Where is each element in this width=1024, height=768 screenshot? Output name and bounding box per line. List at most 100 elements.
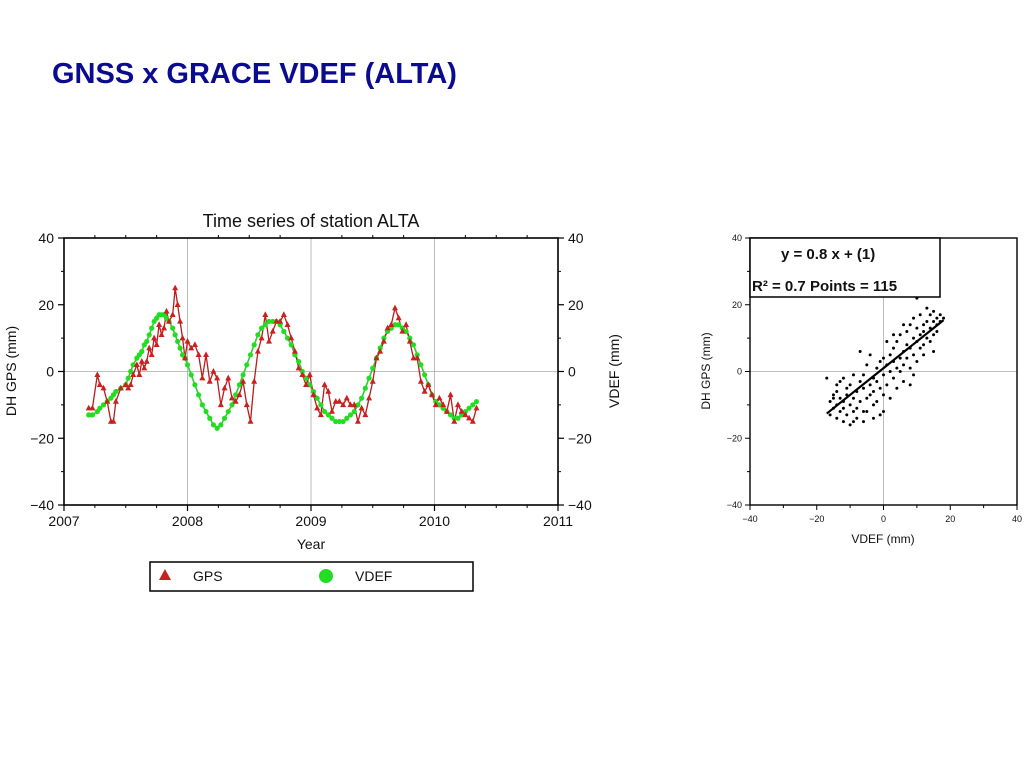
gps-point	[153, 341, 160, 347]
vdef-point	[218, 422, 224, 428]
gps-point	[89, 404, 96, 411]
gps-point	[403, 321, 410, 327]
sc-point	[848, 403, 852, 407]
ts-y-tick-label: 20	[38, 297, 54, 313]
vdef-point	[344, 415, 350, 421]
sc-stats: R² = 0.7 Points = 115	[752, 278, 897, 295]
gps-point	[100, 384, 107, 391]
gps-point	[351, 401, 358, 408]
sc-point	[925, 306, 929, 310]
gps-point	[284, 321, 291, 327]
sc-y-tick-label: 20	[732, 300, 742, 310]
sc-point	[861, 386, 865, 390]
sc-point	[882, 356, 885, 360]
vdef-point	[347, 412, 354, 418]
ts-x-axis-label: Year	[297, 536, 326, 552]
sc-y-tick-label: 0	[737, 367, 742, 377]
gps-point	[228, 394, 235, 401]
gps-point	[303, 381, 310, 388]
gps-point	[133, 361, 140, 368]
gps-point	[432, 401, 439, 408]
gps-point	[148, 351, 155, 358]
gps-point	[179, 334, 186, 341]
gps-point	[310, 391, 317, 398]
sc-point	[875, 380, 879, 384]
gps-point	[421, 388, 428, 394]
gps-point	[417, 378, 424, 384]
gps-point	[325, 388, 332, 394]
vdef-point	[418, 362, 424, 368]
gps-point	[165, 317, 172, 324]
vdef-point	[362, 385, 368, 391]
sc-point	[915, 326, 919, 330]
gps-point	[436, 394, 443, 401]
sc-point	[851, 396, 855, 400]
sc-point	[865, 363, 869, 367]
scatter-chart: −40 −20 0 20 40 −40 −20 0 20 40 y = 0.8 x + (1) R…	[699, 233, 1022, 546]
sc-x-tick-label: −40	[742, 514, 757, 524]
sc-point	[905, 329, 909, 333]
gps-point	[314, 404, 321, 411]
vdef-point	[184, 362, 191, 368]
ts-y-tick-label-right: −40	[568, 497, 592, 513]
gps-point	[203, 351, 210, 358]
sc-point	[922, 353, 926, 357]
sc-point	[892, 346, 896, 350]
sc-point	[918, 333, 922, 337]
sc-point	[858, 380, 862, 384]
sc-point	[898, 333, 902, 337]
vdef-point	[366, 375, 372, 381]
gps-point	[380, 337, 387, 344]
ts-x-tick-label: 2010	[419, 513, 450, 529]
gps-point	[277, 317, 284, 324]
sc-point	[912, 353, 916, 357]
vdef-point	[149, 325, 155, 331]
vdef-point	[259, 325, 265, 331]
ts-x-tick-label: 2011	[543, 513, 573, 529]
sc-point	[902, 323, 906, 327]
vdef-point	[221, 415, 228, 421]
sc-fit-line	[826, 319, 945, 415]
vdef-point	[336, 418, 343, 425]
gps-point	[328, 408, 335, 414]
vdef-point	[470, 402, 476, 408]
sc-point	[875, 400, 879, 404]
gps-point	[362, 411, 369, 418]
sc-point	[855, 416, 859, 420]
sc-point	[938, 313, 942, 317]
sc-point	[831, 396, 835, 400]
gps-point	[443, 408, 450, 414]
sc-point	[865, 396, 869, 400]
gps-point	[130, 371, 137, 378]
sc-point	[928, 313, 932, 317]
sc-point	[935, 316, 939, 320]
slide-title: GNSS x GRACE VDEF (ALTA)	[52, 58, 457, 90]
gps-point	[182, 354, 189, 361]
sc-point	[882, 393, 885, 397]
gps-point	[221, 384, 228, 391]
gps-point	[469, 418, 476, 424]
sc-point	[875, 366, 879, 370]
sc-point	[888, 353, 892, 357]
gps-point	[110, 418, 117, 424]
sc-point	[835, 383, 839, 387]
sc-point	[851, 410, 855, 414]
vdef-point	[97, 405, 103, 411]
gps-point	[262, 311, 269, 317]
ts-x-tick-label: 2009	[295, 513, 326, 529]
gps-point	[406, 337, 413, 344]
gps-point	[391, 304, 398, 311]
gps-point	[454, 401, 461, 408]
ts-x-tick-label: 2007	[48, 513, 79, 529]
gps-point	[369, 378, 376, 384]
vdef-point	[214, 425, 220, 431]
sc-x-tick-label: 20	[945, 514, 955, 524]
ts-y-tick-label-right: −20	[568, 430, 592, 446]
sc-point	[845, 413, 849, 417]
gps-point	[343, 394, 350, 401]
sc-y-tick-label: −40	[727, 500, 742, 510]
sc-point	[942, 316, 946, 320]
gps-point	[384, 324, 391, 331]
gps-point	[258, 334, 265, 341]
gps-point	[151, 334, 158, 341]
